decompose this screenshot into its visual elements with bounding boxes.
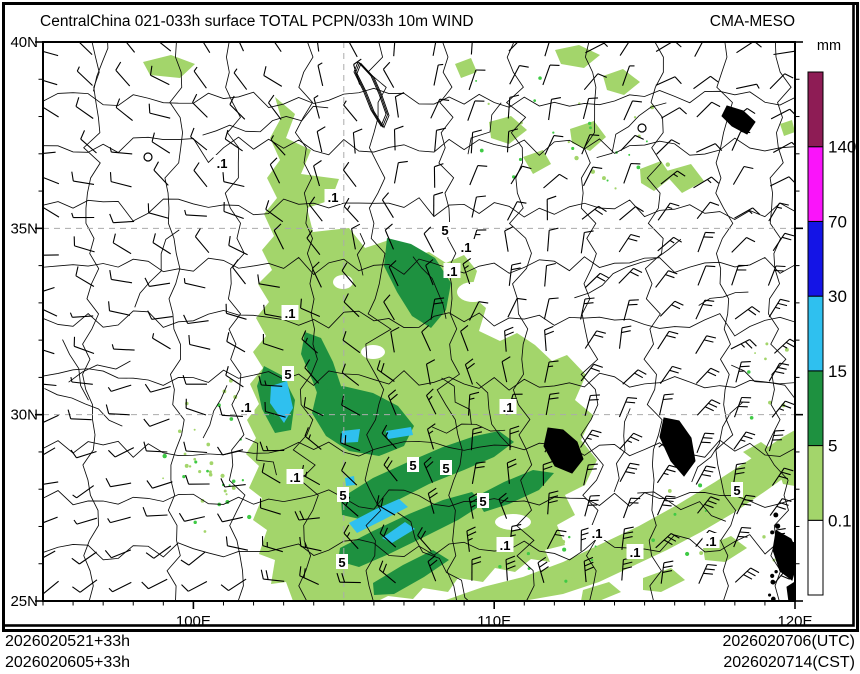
colorbar-tick-label: 0.1 bbox=[828, 511, 852, 530]
contour-label: .1 bbox=[285, 306, 296, 321]
calm-wind-marker bbox=[143, 152, 153, 162]
lakes-and-coast bbox=[353, 61, 795, 601]
valid-time-block: 2026020706(UTC) 2026020714(CST) bbox=[722, 631, 855, 673]
axes: 100E 110E 120E 40N 35N 30N 25N bbox=[2, 2, 855, 630]
init-time-cst: 2026020605+33h bbox=[5, 654, 131, 671]
contour-label: .1 bbox=[503, 400, 514, 415]
contour-label: .1 bbox=[217, 156, 228, 171]
lon-tick-label: 110E bbox=[477, 613, 511, 630]
contour-label: .1 bbox=[500, 538, 511, 553]
wind-barbs bbox=[43, 42, 795, 595]
contour-label: 5 bbox=[409, 458, 416, 473]
plot-title: CentralChina 021-033h surface TOTAL PCPN… bbox=[40, 13, 474, 30]
init-time-block: 2026020521+33h 2026020605+33h bbox=[5, 631, 130, 673]
colorbar-tick-label: 140 bbox=[828, 138, 856, 157]
contour-label: 5 bbox=[441, 223, 448, 238]
contour-label: 5 bbox=[284, 367, 291, 382]
init-time-utc: 2026020521+33h bbox=[5, 633, 131, 650]
model-name-label: CMA-MESO bbox=[709, 13, 795, 30]
precip-shading bbox=[143, 45, 795, 601]
contour-label: 5 bbox=[338, 555, 345, 570]
lat-tick-label: 35N bbox=[10, 220, 38, 237]
colorbar-segment bbox=[807, 71, 824, 148]
colorbar-tick-label: 15 bbox=[828, 362, 847, 381]
colorbar-segment bbox=[807, 220, 824, 297]
contour-label: .1 bbox=[241, 400, 252, 415]
colorbar-tick-label: 5 bbox=[828, 437, 837, 456]
contour-labels: .1.15.1.1.15.1.155 555.1.1.1.1.15 bbox=[213, 155, 743, 570]
contour-label: .1 bbox=[290, 470, 301, 485]
lat-tick-label: 40N bbox=[10, 34, 38, 51]
contour-label: 5 bbox=[479, 494, 486, 509]
valid-time-utc: 2026020706(UTC) bbox=[722, 633, 855, 650]
colorbar-segment bbox=[807, 445, 824, 521]
colorbar-segment bbox=[807, 295, 824, 372]
colorbar-tick-label: 70 bbox=[828, 212, 847, 231]
outer-border bbox=[2, 2, 855, 627]
colorbar-unit-label: mm bbox=[816, 38, 842, 54]
province-boundaries bbox=[43, 42, 795, 601]
colorbar-segment bbox=[807, 370, 824, 447]
contour-label: .1 bbox=[592, 526, 603, 541]
contour-label: .1 bbox=[328, 190, 339, 205]
contour-label: 5 bbox=[442, 461, 449, 476]
colorbar-segment bbox=[807, 146, 824, 222]
map-canvas: .1.15.1.1.15.1.155 555.1.1.1.1.15 bbox=[43, 42, 795, 601]
contour-label: 5 bbox=[339, 488, 346, 503]
lat-tick-label: 25N bbox=[10, 593, 38, 610]
lon-tick-label: 100E bbox=[176, 613, 211, 630]
lon-tick-label: 120E bbox=[777, 613, 812, 630]
colorbar: 0.1 5 15 30 70 140 bbox=[807, 71, 856, 596]
valid-time-cst: 2026020714(CST) bbox=[723, 654, 855, 671]
calm-wind-marker bbox=[637, 123, 647, 133]
lat-tick-label: 30N bbox=[10, 407, 38, 424]
contour-label: 5 bbox=[733, 483, 740, 498]
colorbar-segment bbox=[807, 519, 824, 596]
contour-label: .1 bbox=[706, 534, 717, 549]
contour-label: .1 bbox=[461, 240, 472, 255]
contour-label: .1 bbox=[447, 264, 458, 279]
colorbar-tick-label: 30 bbox=[828, 287, 847, 306]
graticule bbox=[43, 42, 795, 601]
contour-label: .1 bbox=[630, 545, 641, 560]
